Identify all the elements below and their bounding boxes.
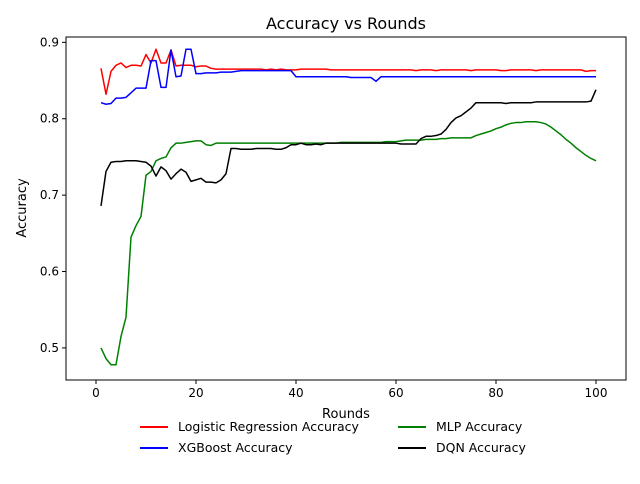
series-line-mlp-accuracy	[100, 121, 597, 366]
legend-swatch-xgboost	[140, 446, 168, 449]
legend-item-mlp: MLP Accuracy	[388, 418, 558, 435]
y-tick-label-0.9: 0.9	[40, 35, 59, 49]
x-axis-label: Rounds	[322, 407, 370, 422]
plot-frame	[65, 36, 627, 381]
y-tick-label-0.8: 0.8	[40, 112, 59, 126]
legend-label-xgboost: XGBoost Accuracy	[178, 440, 293, 455]
plot-area: 0 20 40 60 80 100 0.5 0.6 0.7 0.8 0.9	[40, 35, 627, 400]
chart-title: Accuracy vs Rounds	[266, 14, 426, 33]
legend-swatch-logistic-regression	[140, 425, 168, 428]
legend-label-logistic-regression: Logistic Regression Accuracy	[178, 419, 359, 434]
series-line-xgboost-accuracy	[100, 48, 596, 105]
legend-item-dqn: DQN Accuracy	[388, 439, 558, 456]
legend: Logistic Regression Accuracy MLP Accurac…	[130, 418, 570, 456]
x-tick-label-40: 40	[288, 386, 303, 400]
x-tick-label-60: 60	[388, 386, 403, 400]
y-tick-label-0.5: 0.5	[40, 341, 59, 355]
series-line-dqn-accuracy	[100, 89, 597, 206]
legend-swatch-mlp	[398, 425, 426, 428]
y-tick-label-0.6: 0.6	[40, 265, 59, 279]
y-tick-label-0.7: 0.7	[40, 188, 59, 202]
x-tick-label-0: 0	[92, 386, 100, 400]
legend-label-mlp: MLP Accuracy	[436, 419, 523, 434]
x-tick-label-20: 20	[188, 386, 203, 400]
legend-item-xgboost: XGBoost Accuracy	[130, 439, 360, 456]
legend-swatch-dqn	[398, 446, 426, 449]
legend-item-logistic-regression: Logistic Regression Accuracy	[130, 418, 360, 435]
legend-label-dqn: DQN Accuracy	[436, 440, 526, 455]
x-tick-label-80: 80	[488, 386, 503, 400]
x-tick-label-100: 100	[585, 386, 608, 400]
y-axis-label: Accuracy	[15, 178, 30, 238]
